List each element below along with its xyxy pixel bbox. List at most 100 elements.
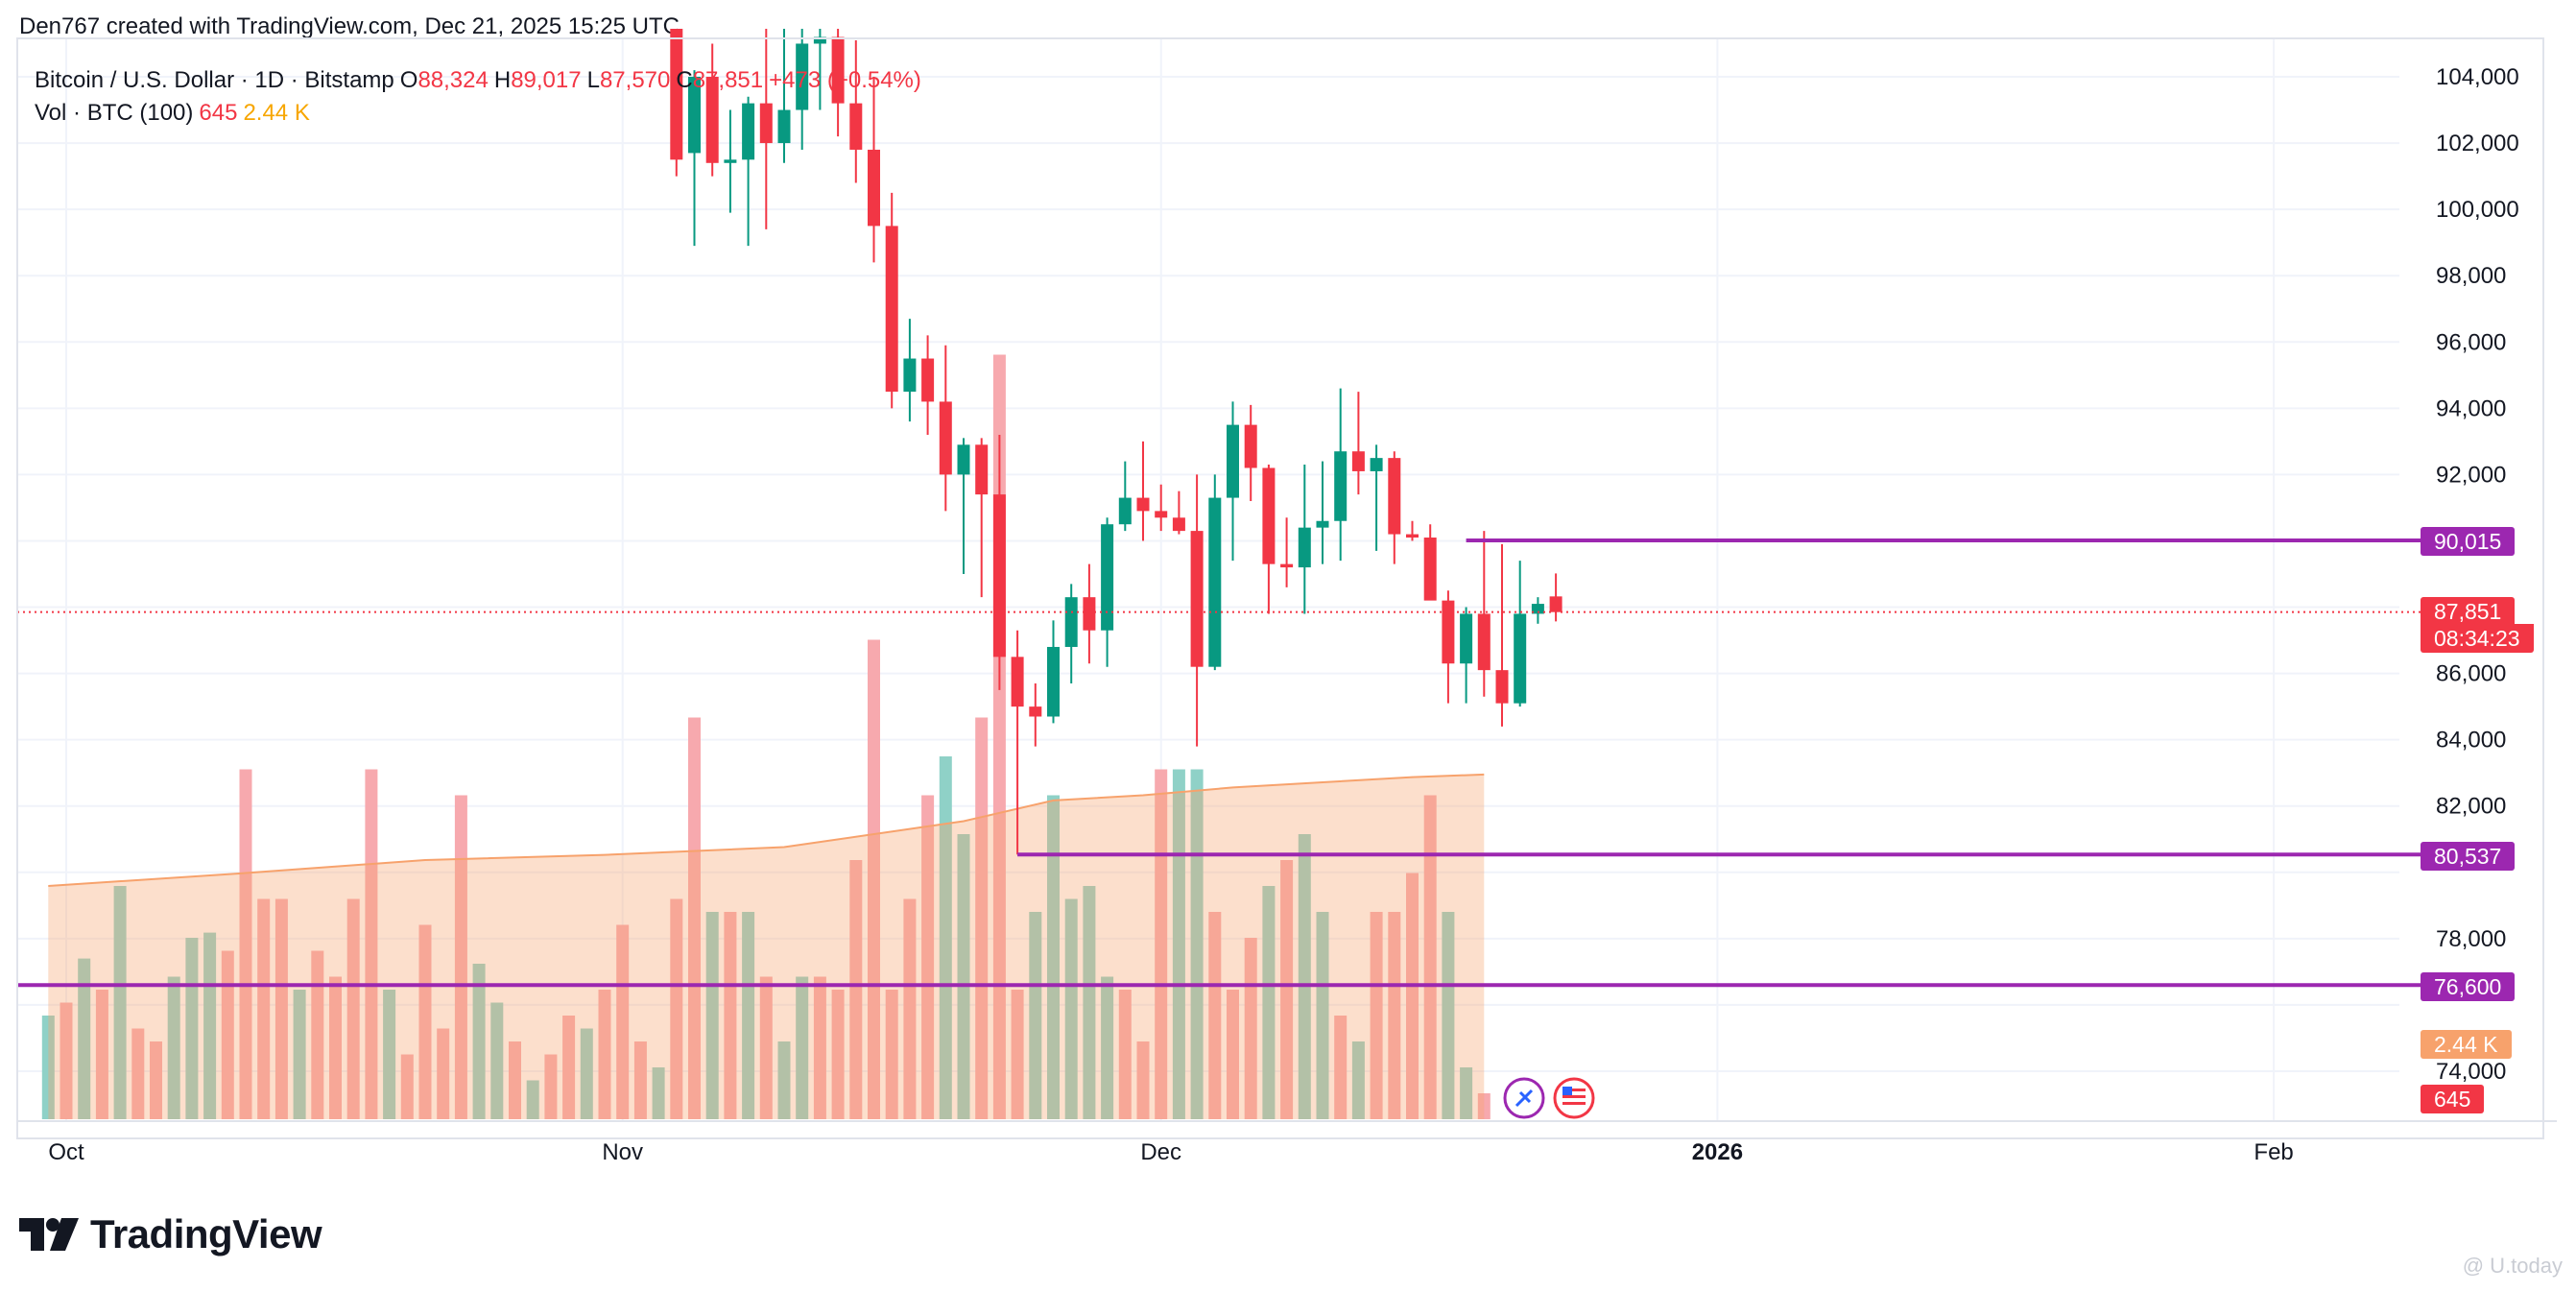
legend-symbol[interactable]: Bitcoin / U.S. Dollar · 1D · Bitstamp: [35, 67, 394, 93]
volume-bar: [1406, 873, 1419, 1119]
y-tick-label: 86,000: [2436, 661, 2506, 687]
legend-volume: Vol · BTC (100) 645 2.44 K: [35, 100, 316, 127]
candle-body: [1351, 451, 1365, 471]
legend-open: 88,324: [417, 67, 489, 93]
volume-bar: [957, 834, 970, 1119]
watermark: @ U.today: [2462, 1254, 2563, 1278]
volume-bar: [150, 1041, 162, 1119]
volume-bar: [1298, 834, 1311, 1119]
legend-low-label: L: [586, 67, 600, 93]
volume-bar: [1208, 912, 1222, 1119]
y-tick-label: 100,000: [2436, 197, 2519, 223]
volume-bar: [490, 1002, 504, 1119]
level-label-90015: 90,015: [2421, 527, 2516, 556]
candle-body: [1460, 613, 1473, 664]
volume-bar: [1083, 886, 1096, 1119]
legend-open-label: O: [399, 67, 418, 93]
volume-bar: [1262, 886, 1276, 1119]
legend-close: 87,851: [692, 67, 764, 93]
volume-bar: [346, 898, 360, 1119]
volume-bar: [274, 898, 288, 1119]
legend-high: 89,017: [511, 67, 582, 93]
legend-volume-ma: 2.44 K: [243, 100, 310, 126]
volume-label: 645: [2421, 1085, 2485, 1113]
volume-bar: [1047, 795, 1060, 1119]
volume-ma-line: [48, 773, 1485, 887]
candle-body: [831, 36, 845, 104]
us-flag-icon[interactable]: [1553, 1077, 1595, 1119]
chart-frame: [16, 37, 2544, 1139]
ideas-icon[interactable]: [1503, 1077, 1545, 1119]
tradingview-logo-text: TradingView: [90, 1211, 322, 1256]
horizontal-levels: [17, 538, 2421, 988]
volume-bar: [131, 1028, 145, 1119]
volume-bar: [418, 924, 432, 1119]
volume-bar: [598, 990, 611, 1119]
volume-bar: [1101, 976, 1114, 1119]
volume-bar: [903, 898, 917, 1119]
candle-body: [1208, 497, 1222, 667]
y-tick-label: 102,000: [2436, 131, 2519, 156]
volume-bar: [813, 976, 826, 1119]
volume-bar: [203, 932, 217, 1119]
candle-body: [1011, 657, 1024, 707]
candle-body: [1298, 527, 1311, 568]
candle-body: [1227, 424, 1239, 498]
candle-body: [1549, 596, 1562, 612]
candle-body: [939, 401, 952, 475]
y-tick-label: 74,000: [2436, 1059, 2506, 1085]
candle-body: [705, 77, 719, 163]
volume-bar: [1370, 912, 1383, 1119]
chart-grid: [17, 38, 2399, 1121]
candle-body: [1118, 497, 1132, 525]
candle-body: [992, 494, 1006, 658]
candle-body: [1316, 520, 1329, 528]
volume-bar: [742, 912, 755, 1119]
level-label-80537: 80,537: [2421, 842, 2516, 871]
volume-bar: [670, 898, 683, 1119]
candle-body: [670, 29, 683, 160]
candle-body: [1442, 600, 1455, 664]
candle-body: [1370, 458, 1383, 471]
tradingview-logo-icon: [19, 1218, 79, 1251]
candle-body: [903, 358, 917, 393]
candle-body: [1064, 597, 1078, 647]
volume-bar: [400, 1054, 414, 1119]
volume-bar: [311, 950, 324, 1119]
volume-bar: [562, 1016, 576, 1119]
volume-bar: [633, 1041, 647, 1119]
volume-bar: [616, 924, 630, 1119]
candle-body: [1280, 563, 1294, 568]
candle-body: [885, 226, 898, 393]
volume-bar: [60, 1002, 73, 1119]
volume-bar: [95, 990, 108, 1119]
volume-bar: [1316, 912, 1329, 1119]
candle-body: [849, 103, 863, 150]
volume-bar: [1460, 1067, 1473, 1119]
x-tick-label: Dec: [1140, 1139, 1181, 1165]
candle-body: [1155, 511, 1168, 518]
y-tick-label: 98,000: [2436, 263, 2506, 289]
x-tick-label: Feb: [2254, 1139, 2293, 1165]
tradingview-logo[interactable]: TradingView: [19, 1211, 322, 1257]
candle-body: [1531, 604, 1544, 614]
volume-bar: [221, 950, 234, 1119]
candle-body: [921, 358, 935, 402]
event-icons: [1503, 1077, 1595, 1119]
volume-bar: [1334, 1016, 1348, 1119]
legend-close-label: C: [676, 67, 693, 93]
candles: [670, 29, 1562, 855]
candle-body: [813, 36, 826, 44]
volume-bar: [257, 898, 271, 1119]
legend-volume-label[interactable]: Vol · BTC (100): [35, 100, 194, 126]
volume-bar: [1155, 769, 1168, 1119]
volume-bar: [1029, 912, 1042, 1119]
volume-bar: [1388, 912, 1401, 1119]
candle-body: [759, 103, 773, 144]
legend-volume-value: 645: [199, 100, 238, 126]
candle-body: [1136, 497, 1150, 512]
volume-bar: [724, 912, 737, 1119]
y-tick-label: 78,000: [2436, 926, 2506, 952]
candle-body: [1334, 451, 1348, 521]
